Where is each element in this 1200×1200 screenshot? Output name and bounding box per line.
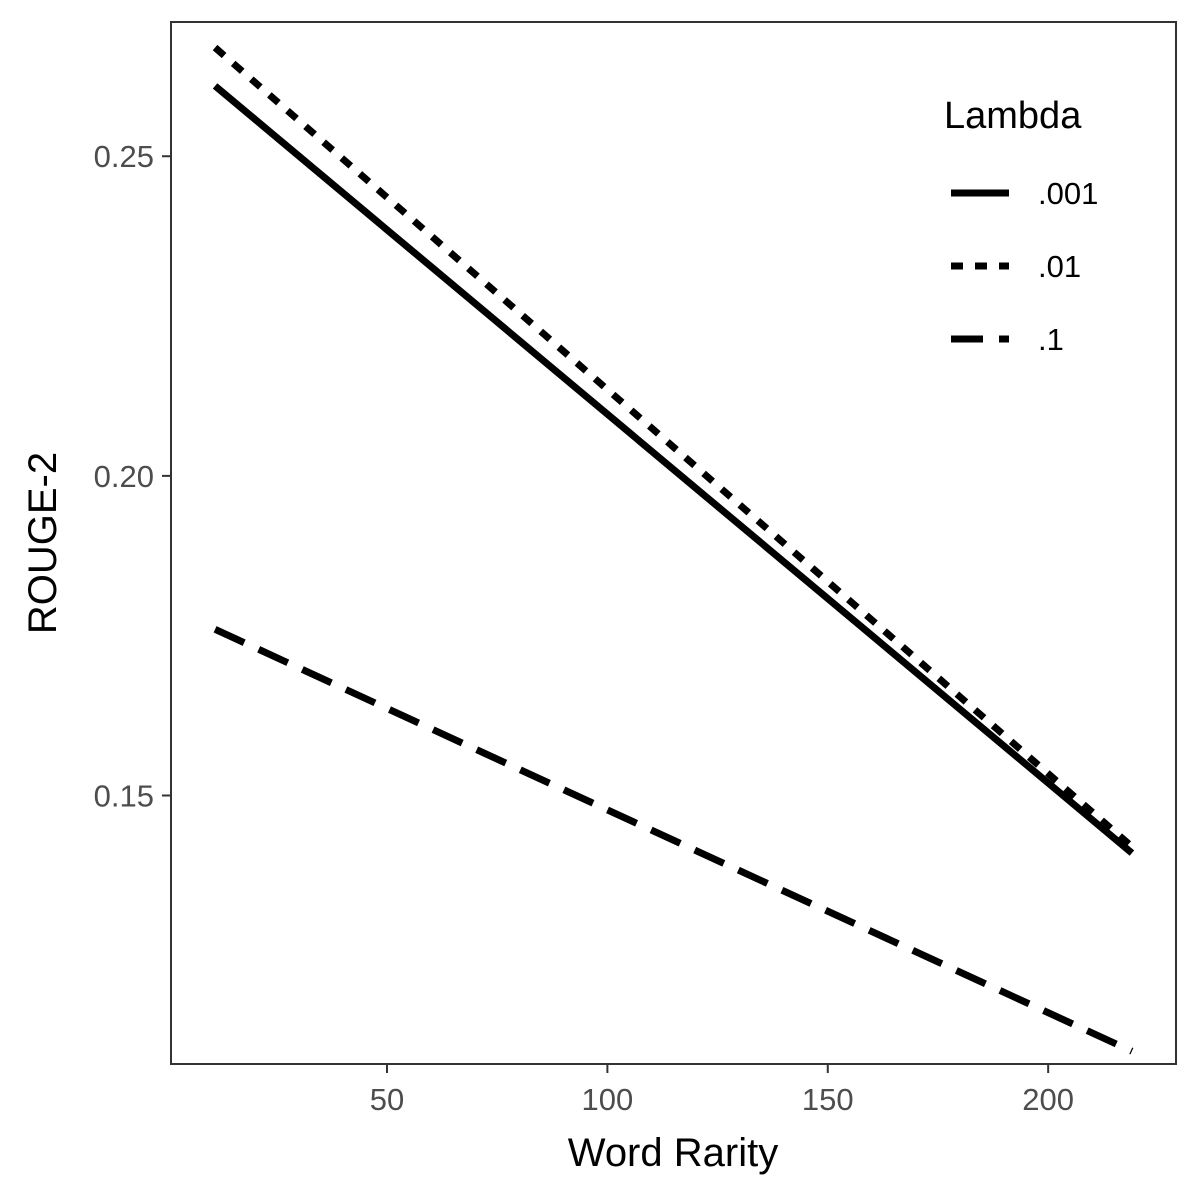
- x-axis: 50 100 150 200: [370, 1064, 1074, 1117]
- y-tick-label: 0.15: [94, 779, 154, 814]
- x-axis-title: Word Rarity: [568, 1131, 778, 1175]
- y-tick-label: 0.20: [94, 459, 154, 494]
- y-tick-label: 0.25: [94, 139, 154, 174]
- legend-label: .01: [1038, 249, 1081, 284]
- y-axis: 0.15 0.20 0.25: [94, 139, 171, 814]
- x-tick-label: 100: [582, 1082, 634, 1117]
- legend-label: .001: [1038, 176, 1098, 211]
- x-tick-label: 50: [370, 1082, 404, 1117]
- legend: Lambda .001 .01 .1: [944, 95, 1098, 357]
- series-line-dotted: [212, 44, 1135, 850]
- legend-label: .1: [1038, 322, 1064, 357]
- series-lines: [212, 44, 1135, 1055]
- series-line-dashed: [213, 626, 1134, 1055]
- x-tick-label: 150: [802, 1082, 854, 1117]
- series-line-solid: [212, 83, 1135, 856]
- x-tick-label: 200: [1022, 1082, 1074, 1117]
- y-axis-title: ROUGE-2: [21, 452, 65, 634]
- legend-title: Lambda: [944, 95, 1082, 137]
